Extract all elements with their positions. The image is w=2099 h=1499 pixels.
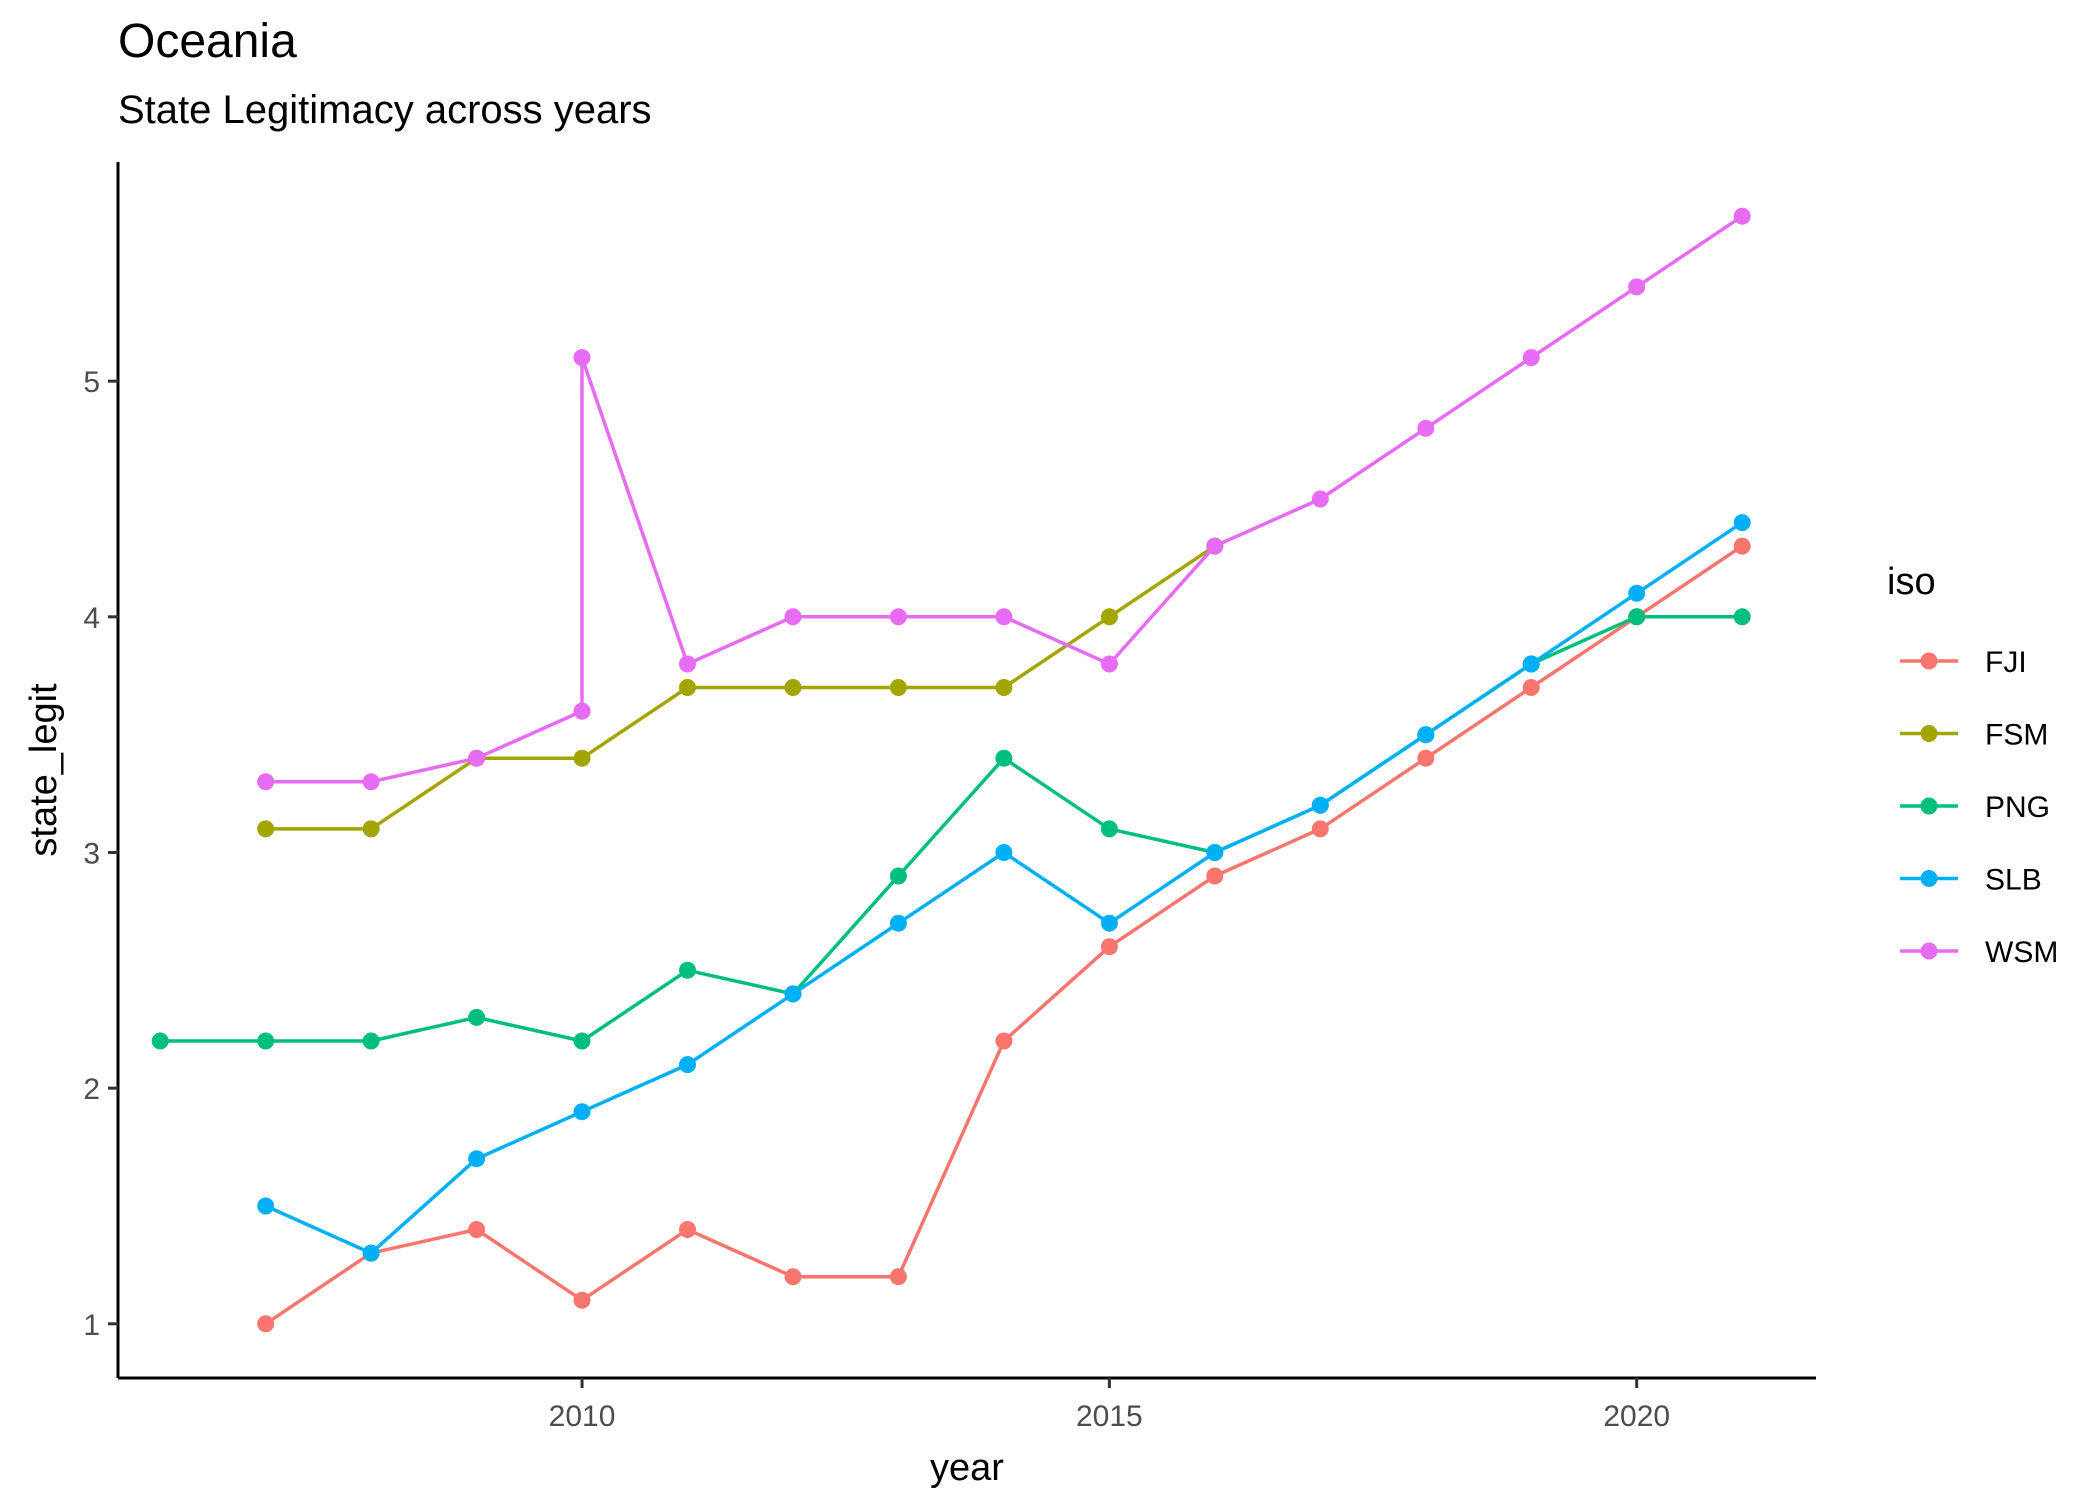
data-point-fji (1733, 537, 1751, 555)
data-point-slb (1100, 914, 1118, 932)
legend-key-point-wsm (1920, 942, 1938, 960)
data-point-fji (1311, 820, 1329, 838)
data-point-fsm (995, 679, 1013, 696)
data-point-slb (1628, 584, 1646, 602)
data-point-fji (1100, 938, 1118, 956)
data-point-fji (1417, 749, 1435, 767)
data-point-slb (468, 1150, 486, 1168)
data-point-fji (995, 1032, 1013, 1050)
data-point-fsm (257, 820, 275, 838)
chart-title: Oceania (118, 15, 297, 68)
data-point-png (995, 749, 1013, 767)
data-point-slb (1522, 655, 1540, 673)
data-point-fsm (784, 679, 802, 696)
x-tick-label: 2015 (1076, 1400, 1143, 1433)
series-lines (160, 214, 1744, 1326)
data-point-slb (1206, 844, 1224, 861)
data-point-png (151, 1032, 169, 1050)
data-point-fji (679, 1221, 696, 1238)
data-point-png (257, 1032, 275, 1050)
data-point-fsm (573, 749, 591, 767)
y-tick-label: 2 (83, 1073, 100, 1106)
data-point-png (679, 961, 696, 979)
series-line-fji (264, 544, 1744, 1326)
data-point-slb (1733, 514, 1751, 532)
data-point-slb (784, 985, 802, 1003)
data-point-fji (468, 1221, 486, 1238)
axes (116, 162, 1816, 1380)
data-point-wsm (995, 608, 1013, 626)
y-axis-title: state_legit (23, 683, 65, 857)
x-axis-title: year (930, 1447, 1004, 1489)
data-point-png (1733, 608, 1751, 626)
data-point-wsm (573, 702, 591, 720)
data-point-png (573, 1032, 591, 1050)
data-point-wsm (1417, 419, 1435, 437)
data-point-slb (573, 1103, 591, 1121)
series-points (151, 207, 1751, 1333)
data-point-wsm (1628, 278, 1646, 296)
data-point-wsm (784, 608, 802, 626)
data-point-wsm (1311, 490, 1329, 508)
data-point-fsm (679, 679, 696, 696)
series-line-fsm (265, 544, 1216, 831)
data-point-wsm (362, 773, 380, 791)
y-tick-label: 3 (83, 837, 100, 870)
legend-key-point-fsm (1920, 725, 1938, 742)
legend-key-point-fji (1920, 652, 1938, 670)
data-point-wsm (1522, 349, 1540, 367)
data-point-fsm (1100, 608, 1118, 626)
data-point-png (889, 867, 907, 885)
ticks: 1 2 3 4 5 2010 2015 2020 (83, 366, 1670, 1433)
legend-label-fji: FJI (1985, 646, 2027, 679)
series-line-wsm (265, 214, 1744, 784)
data-point-fji (889, 1268, 907, 1286)
data-point-wsm (468, 749, 486, 767)
data-point-slb (362, 1244, 380, 1262)
y-tick-label: 4 (83, 602, 100, 635)
data-point-slb (889, 914, 907, 932)
data-point-slb (1311, 796, 1329, 814)
legend-key-point-png (1920, 797, 1938, 815)
data-point-wsm (679, 655, 696, 673)
legend: iso FJI FSM PNG SLB WSM (1887, 561, 2058, 969)
data-point-png (1100, 820, 1118, 838)
data-point-slb (995, 844, 1013, 861)
legend-label-fsm: FSM (1985, 719, 2048, 752)
legend-key-point-slb (1920, 870, 1938, 887)
data-point-fji (784, 1268, 802, 1286)
data-point-fsm (889, 679, 907, 696)
data-point-png (1628, 608, 1646, 626)
data-point-slb (1417, 726, 1435, 744)
legend-label-png: PNG (1985, 791, 2050, 824)
data-point-fsm (362, 820, 380, 838)
legend-label-slb: SLB (1985, 864, 2042, 897)
data-point-fji (573, 1291, 591, 1309)
y-tick-label: 1 (83, 1309, 100, 1342)
data-point-fji (1522, 679, 1540, 696)
data-point-slb (257, 1197, 275, 1215)
data-point-wsm (1733, 207, 1751, 225)
legend-label-wsm: WSM (1985, 936, 2058, 969)
data-point-png (362, 1032, 380, 1050)
data-point-fji (1206, 867, 1224, 885)
data-point-wsm (573, 349, 591, 367)
x-tick-label: 2010 (549, 1400, 616, 1433)
data-point-wsm (1206, 537, 1224, 555)
data-point-wsm (889, 608, 907, 626)
series-line-slb (264, 521, 1744, 1255)
data-point-wsm (1100, 655, 1118, 673)
chart-subtitle: State Legitimacy across years (118, 88, 652, 132)
legend-title: iso (1887, 561, 1936, 603)
y-tick-label: 5 (83, 366, 100, 399)
data-point-wsm (257, 773, 275, 791)
x-tick-label: 2020 (1603, 1400, 1670, 1433)
data-point-fji (257, 1315, 275, 1333)
data-point-slb (679, 1056, 696, 1074)
data-point-png (468, 1008, 486, 1026)
